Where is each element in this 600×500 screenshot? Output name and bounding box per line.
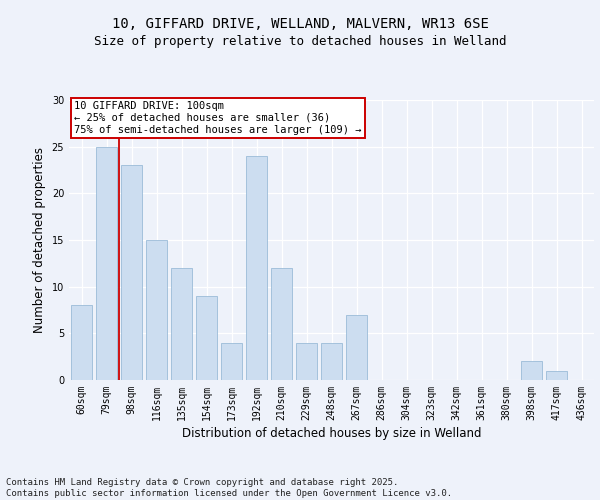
Bar [346, 314, 367, 380]
Bar [321, 342, 342, 380]
Bar [121, 166, 142, 380]
Bar [96, 146, 117, 380]
Bar [146, 240, 167, 380]
Text: Contains HM Land Registry data © Crown copyright and database right 2025.
Contai: Contains HM Land Registry data © Crown c… [6, 478, 452, 498]
Text: 10 GIFFARD DRIVE: 100sqm
← 25% of detached houses are smaller (36)
75% of semi-d: 10 GIFFARD DRIVE: 100sqm ← 25% of detach… [74, 102, 362, 134]
X-axis label: Distribution of detached houses by size in Welland: Distribution of detached houses by size … [182, 427, 481, 440]
Bar [246, 156, 267, 380]
Bar [221, 342, 242, 380]
Text: 10, GIFFARD DRIVE, WELLAND, MALVERN, WR13 6SE: 10, GIFFARD DRIVE, WELLAND, MALVERN, WR1… [112, 18, 488, 32]
Bar [196, 296, 217, 380]
Y-axis label: Number of detached properties: Number of detached properties [33, 147, 46, 333]
Bar [546, 370, 567, 380]
Bar [271, 268, 292, 380]
Text: Size of property relative to detached houses in Welland: Size of property relative to detached ho… [94, 35, 506, 48]
Bar [71, 306, 92, 380]
Bar [296, 342, 317, 380]
Bar [521, 362, 542, 380]
Bar [171, 268, 192, 380]
